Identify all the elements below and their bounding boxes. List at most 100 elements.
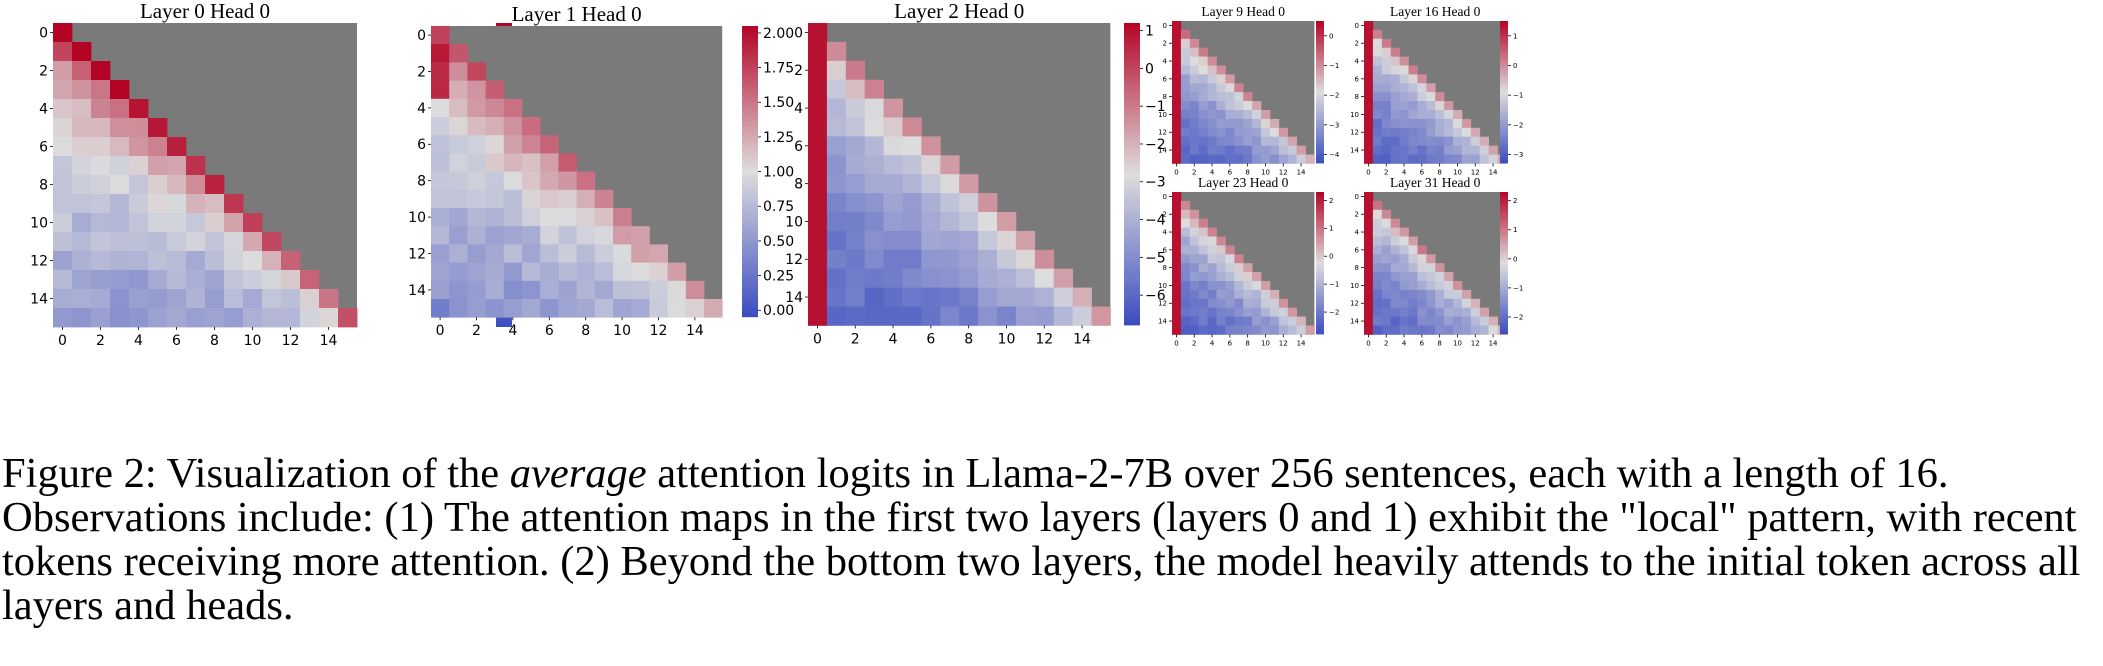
heatmap-cell [72,308,92,328]
x-tick-label: 14 [1297,168,1306,176]
heatmap-cell [1189,65,1200,75]
heatmap-cell [1180,272,1191,282]
heatmap-cell [845,155,866,175]
y-tick-label: 4 [1355,58,1360,66]
y-tick-label: 0 [1355,22,1359,30]
heatmap-cell [1305,154,1315,164]
colorbar [1500,21,1508,164]
heatmap-cell [959,306,979,326]
heatmap-cell [1390,74,1400,84]
heatmap-cell [129,232,149,252]
x-tick-label: 2 [1384,168,1388,176]
heatmap-cell [485,189,505,209]
heatmap-cell [1207,272,1217,282]
heatmap-cell [1252,127,1262,138]
heatmap-cell [1243,281,1253,291]
heatmap-cell [91,289,111,309]
heatmap-cell [1372,316,1383,326]
heatmap-cell [826,268,847,288]
heatmap-cell [1278,298,1289,309]
heatmap-cell [431,135,450,154]
heatmap-cell [1207,154,1217,164]
panel-title: Layer 16 Head 0 [1390,4,1481,19]
heatmap-cell [129,194,149,214]
heatmap-cell [649,280,668,300]
heatmap-cell [1408,289,1418,300]
heatmap-cell [1426,263,1436,273]
x-tick-label: 4 [1402,168,1407,176]
x-tick-label: 0 [1366,339,1370,347]
heatmap-cell [1364,92,1374,102]
heatmap-cell [186,308,206,328]
heatmap-cell [1225,118,1235,129]
heatmap-cell [1207,65,1217,75]
heatmap-cell [826,117,847,137]
heatmap-cell [1053,306,1073,326]
heatmap-cell [1390,56,1400,66]
heatmap-cell [808,60,828,81]
heatmap-cell [449,189,468,209]
heatmap-cell [91,137,111,157]
heatmap-cell [1234,118,1244,129]
heatmap-cell [1172,281,1182,291]
heatmap-cell [1390,263,1400,273]
heatmap-cell [883,136,903,156]
heatmap-cell [1172,127,1182,138]
heatmap-cell [1189,245,1200,255]
y-tick-label: 0 [417,28,426,44]
heatmap-cell [53,80,73,100]
heatmap-cell [1364,154,1374,164]
heatmap-cell [110,232,130,252]
heatmap-cell [281,251,301,271]
heatmap-cell [1372,236,1383,246]
heatmap-cell [1189,316,1200,326]
heatmap-cell [921,212,941,232]
heatmap-cell [1372,29,1383,40]
heatmap-cell [1261,136,1271,146]
heatmap-cell [1243,325,1253,335]
x-tick-label: 12 [650,323,668,339]
heatmap-cell [1234,272,1244,282]
heatmap-cell [72,137,92,157]
heatmap-cell [110,99,130,119]
heatmap-panel: Layer 9 Head 0 0 0 2 2 4 4 6 6 8 8 10 10 12 12 14 14 0 −1 −… [1158,4,1340,176]
heatmap-cell [1234,127,1244,138]
heatmap-cell [1364,74,1374,84]
heatmap-cell [1381,110,1392,120]
colorbar-tick-label: −3 [1145,175,1166,191]
heatmap-cell [72,156,92,176]
x-tick-label: 6 [1420,339,1425,347]
heatmap-cell [129,137,149,157]
heatmap-cell [53,61,73,81]
heatmap-cell [1381,38,1392,49]
heatmap-cell [1426,92,1436,102]
heatmap-cell [1278,136,1289,146]
heatmap-cell [186,289,206,309]
heatmap-cell [485,262,505,282]
heatmap-cell [186,232,206,252]
heatmap-cell [1172,325,1182,335]
x-tick-label: 6 [545,323,554,339]
heatmap-cell [1381,289,1392,300]
heatmap-cell [1435,316,1445,326]
heatmap-cell [319,289,339,309]
heatmap-cell [1408,272,1418,282]
heatmap-cell [485,208,505,227]
heatmap-cell [1381,145,1392,155]
heatmap-cell [1234,110,1244,120]
heatmap-cell [1216,245,1226,255]
heatmap-cell [224,308,244,328]
heatmap-cell [1408,263,1418,273]
heatmap-cell [1172,83,1182,93]
heatmap-cell [53,175,73,195]
heatmap-cell [1390,281,1400,291]
heatmap-cell [1364,289,1374,300]
heatmap-cell [1381,136,1392,146]
heatmap-cell [1189,236,1200,246]
heatmap-cell [243,270,263,290]
heatmap-panel: Layer 1 Head 0 0 0 2 2 4 4 6 6 8 8 10 10 12 12 14 14 2.00… [408,2,794,339]
heatmap-cell [1390,245,1400,255]
heatmap-cell [902,249,922,270]
heatmap-cell [72,42,92,62]
heatmap-cell [1180,254,1191,264]
